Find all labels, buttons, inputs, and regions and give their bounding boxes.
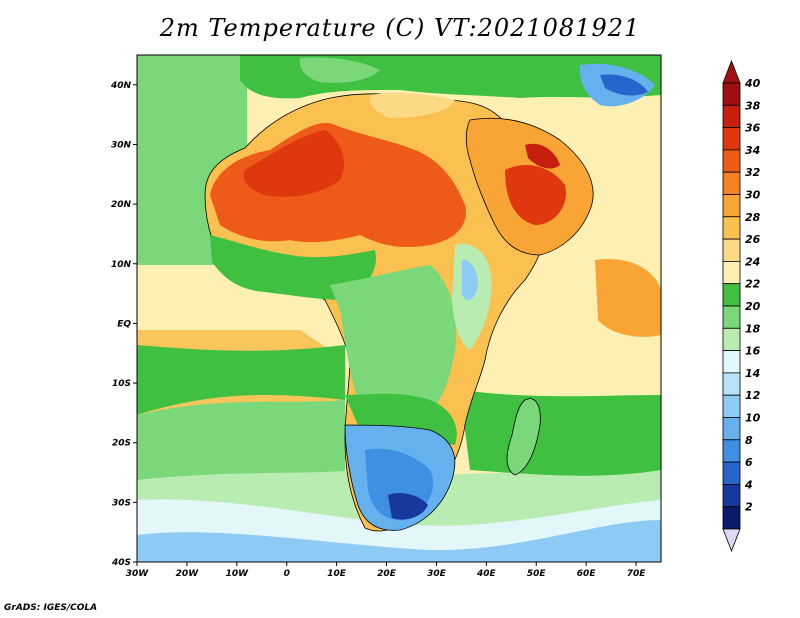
colorbar-swatch bbox=[722, 82, 741, 106]
colorbar-label: 40 bbox=[744, 77, 761, 90]
southern-band-cold bbox=[137, 520, 661, 562]
colorbar-swatch bbox=[722, 372, 741, 396]
colorbar-swatch bbox=[722, 350, 741, 374]
lon-tick-label: 0 bbox=[284, 569, 290, 579]
arabia-hot-core bbox=[505, 165, 566, 225]
lat-tick-label: 20S bbox=[112, 439, 131, 449]
colorbar-swatch bbox=[722, 238, 741, 262]
colorbar-label: 16 bbox=[745, 345, 761, 358]
colorbar-label: 28 bbox=[745, 211, 761, 224]
colorbar-swatch bbox=[722, 194, 741, 218]
colorbar-swatch bbox=[722, 327, 741, 351]
map-field bbox=[137, 55, 661, 562]
colorbar-label: 32 bbox=[745, 166, 761, 179]
colorbar-label: 36 bbox=[745, 122, 761, 135]
colorbar-label: 18 bbox=[745, 322, 761, 335]
colorbar-label: 38 bbox=[745, 99, 761, 112]
lat-tick-label: 40N bbox=[110, 81, 132, 91]
longitude-axis: 30W 20W 10W 0 10E 20E 30E 40E 50E 60E 70E bbox=[126, 562, 646, 579]
colorbar-label: 4 bbox=[744, 478, 753, 491]
arabian-sea-warm bbox=[595, 259, 661, 337]
colorbar-swatch bbox=[722, 506, 741, 530]
lon-tick-label: 20E bbox=[377, 569, 397, 579]
lon-tick-label: 10W bbox=[226, 569, 250, 579]
lon-tick-label: 60E bbox=[577, 569, 597, 579]
iberia-cool bbox=[299, 57, 380, 83]
colorbar-swatch bbox=[722, 483, 741, 508]
madagascar bbox=[506, 398, 541, 476]
lon-tick-label: 40E bbox=[476, 569, 497, 579]
colorbar-swatch bbox=[722, 283, 741, 307]
indian-ocean-green bbox=[460, 390, 661, 476]
colorbar-label: 20 bbox=[745, 300, 761, 313]
colorbar-top-cap bbox=[722, 59, 741, 84]
colorbar-label: 24 bbox=[745, 255, 760, 268]
ethiopian-highlands-cold bbox=[462, 259, 478, 301]
lon-tick-label: 70E bbox=[627, 569, 647, 579]
credit-label: GrADS: IGES/COLA bbox=[4, 603, 98, 613]
mediterranean-coast bbox=[369, 92, 455, 118]
lat-tick-label: EQ bbox=[117, 319, 131, 329]
colorbar-swatch bbox=[722, 127, 741, 151]
sahara-hottest-core bbox=[243, 130, 345, 197]
south-atlantic-green bbox=[137, 345, 345, 415]
lat-tick-label: 20N bbox=[111, 200, 132, 210]
lon-tick-label: 50E bbox=[527, 569, 547, 579]
lat-tick-label: 30S bbox=[112, 498, 131, 508]
chart-title: 2m Temperature (C) VT:2021081921 bbox=[159, 14, 641, 42]
colorbar-label: 22 bbox=[745, 278, 761, 291]
colorbar-label: 34 bbox=[745, 144, 760, 157]
lat-tick-label: 10S bbox=[112, 379, 131, 389]
lon-tick-label: 30W bbox=[126, 569, 150, 579]
colorbar-swatch bbox=[722, 171, 741, 195]
colorbar: 40 38 36 34 32 30 28 26 24 22 20 18 16 14 12 10 8 6 4 2 bbox=[722, 59, 761, 553]
colorbar-swatch bbox=[722, 149, 741, 173]
iran-mountain-cold bbox=[600, 74, 648, 96]
central-africa-green bbox=[330, 265, 457, 422]
colorbar-swatch bbox=[722, 216, 741, 240]
gulf-hotspot bbox=[525, 143, 560, 169]
colorbar-label: 30 bbox=[745, 189, 761, 202]
map-frame bbox=[136, 54, 662, 563]
colorbar-label: 12 bbox=[745, 389, 761, 402]
colorbar-label: 14 bbox=[745, 367, 760, 380]
latitude-axis: 40N 30N 20N 10N EQ 10S 20S 30S 40S bbox=[110, 81, 137, 568]
sahel-green bbox=[210, 235, 376, 300]
colorbar-swatch bbox=[722, 305, 741, 329]
colorbar-label: 8 bbox=[745, 434, 753, 447]
lesotho-coldest bbox=[388, 493, 428, 520]
colorbar-label: 26 bbox=[745, 233, 761, 246]
lat-tick-label: 40S bbox=[111, 558, 131, 568]
colorbar-label: 10 bbox=[745, 412, 761, 425]
lat-tick-label: 10N bbox=[111, 260, 132, 270]
colorbar-swatch bbox=[722, 461, 741, 485]
colorbar-swatch bbox=[722, 417, 741, 441]
lon-tick-label: 30E bbox=[427, 569, 447, 579]
colorbar-swatch bbox=[722, 260, 741, 285]
lon-tick-label: 20W bbox=[176, 569, 200, 579]
lon-tick-label: 10E bbox=[327, 569, 347, 579]
colorbar-label: 6 bbox=[745, 456, 753, 469]
colorbar-swatch bbox=[722, 394, 741, 418]
lat-tick-label: 30N bbox=[111, 140, 132, 150]
colorbar-bottom-cap bbox=[722, 528, 741, 553]
colorbar-swatch bbox=[722, 104, 741, 129]
colorbar-label: 2 bbox=[745, 501, 753, 514]
colorbar-swatch bbox=[722, 439, 741, 463]
